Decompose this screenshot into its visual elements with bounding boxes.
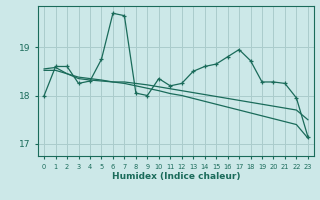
X-axis label: Humidex (Indice chaleur): Humidex (Indice chaleur) [112,172,240,181]
